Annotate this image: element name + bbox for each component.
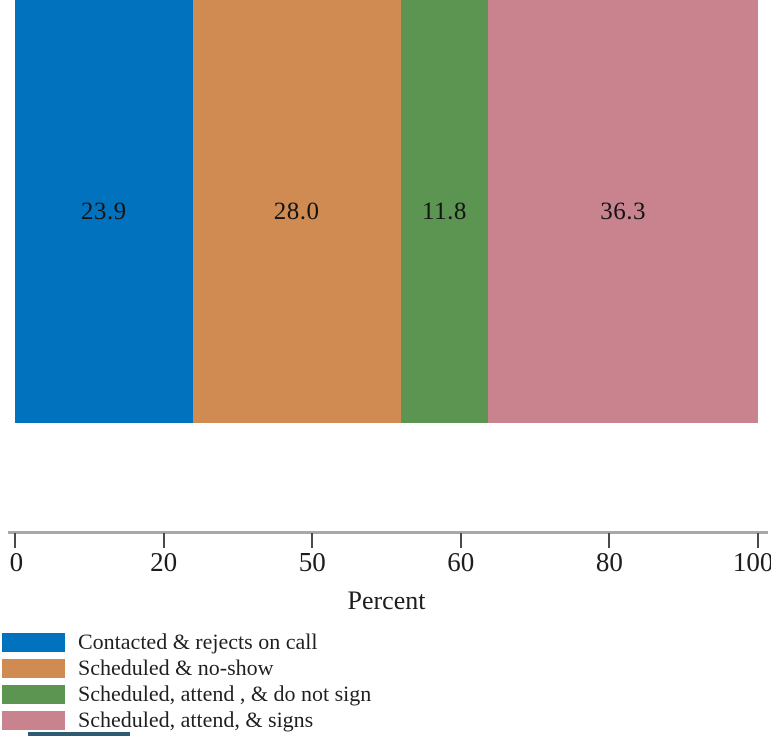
legend-swatch-icon — [2, 684, 65, 704]
plot-area: 23.9 28.0 11.8 36.3 — [15, 0, 758, 423]
tick-mark — [162, 533, 165, 548]
x-axis-title: Percent — [347, 586, 426, 615]
legend-swatch-icon — [2, 632, 65, 652]
legend-item-attend-signs: Scheduled, attend, & signs — [2, 707, 371, 733]
segment-value-label: 36.3 — [600, 197, 646, 225]
tick-mark — [14, 533, 16, 548]
bar-segment-contacted-rejects: 23.9 — [15, 0, 193, 423]
x-axis-tick-labels: 0 20 50 60 80 100 — [10, 547, 771, 579]
legend-item-scheduled-noshow: Scheduled & no-show — [2, 655, 371, 681]
bar-segment-scheduled-noshow: 28.0 — [192, 0, 401, 423]
tick-label: 0 — [9, 547, 24, 577]
legend-label: Scheduled, attend , & do not sign — [78, 681, 372, 706]
tick-mark — [459, 533, 462, 548]
legend-swatch-icon — [2, 658, 65, 678]
tick-label: 50 — [298, 547, 326, 577]
segment-value-label: 28.0 — [273, 197, 320, 225]
tick-mark — [311, 533, 314, 548]
legend-item-attend-no-sign: Scheduled, attend , & do not sign — [2, 681, 371, 707]
legend-label: Scheduled, attend, & signs — [78, 707, 314, 732]
tick-label: 100 — [732, 547, 771, 577]
segment-value-label: 23.9 — [80, 197, 127, 225]
tick-label: 20 — [150, 547, 178, 577]
legend-swatch-icon — [2, 710, 65, 730]
x-axis-ticks — [14, 533, 759, 548]
legend-item-contacted-rejects: Contacted & rejects on call — [2, 629, 371, 655]
x-axis-line — [8, 531, 768, 534]
tick-mark — [757, 533, 759, 548]
legend-label: Contacted & rejects on call — [78, 629, 318, 654]
cropped-bottom-sliver — [28, 732, 130, 736]
legend-label: Scheduled & no-show — [78, 655, 274, 680]
bar-segment-attend-no-sign: 11.8 — [400, 0, 489, 423]
tick-mark — [608, 533, 611, 548]
tick-label: 80 — [595, 547, 623, 577]
segment-value-label: 11.8 — [422, 197, 467, 225]
legend: Contacted & rejects on call Scheduled & … — [2, 629, 371, 733]
tick-label: 60 — [447, 547, 475, 577]
bar-segment-attend-signs: 36.3 — [488, 0, 758, 423]
